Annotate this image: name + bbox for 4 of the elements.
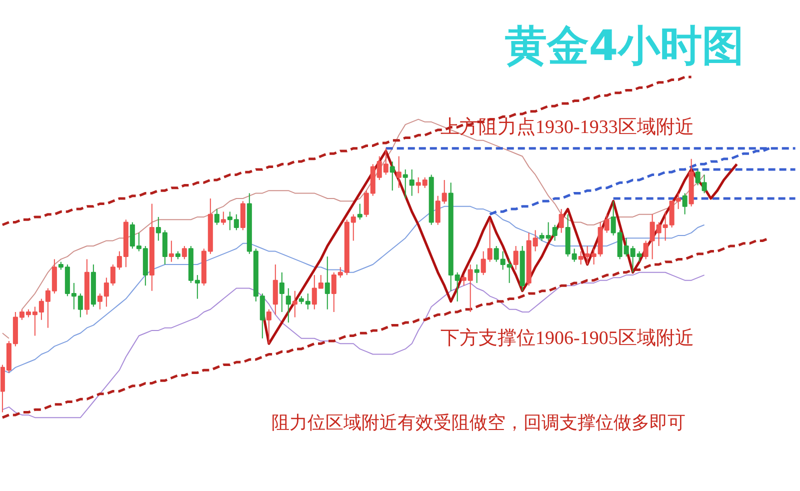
text: 阻力位区域附近有效受阻做空，回调支撑位做多即可 (272, 412, 686, 432)
text: 上方阻力点1930-1933区域附近 (440, 116, 694, 138)
annotation: 下方支撑位1906-1905区域附近 (440, 327, 694, 349)
chart-title: 黄金4小时图 (504, 21, 744, 70)
